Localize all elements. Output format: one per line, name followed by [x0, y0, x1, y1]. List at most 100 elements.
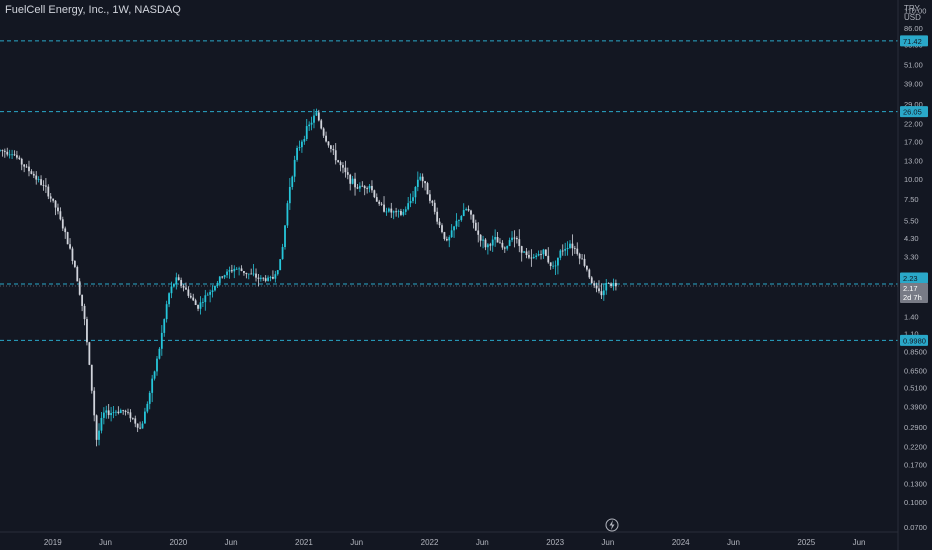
candle	[255, 268, 257, 282]
lightning-icon[interactable]	[605, 518, 619, 532]
candle	[83, 303, 86, 326]
candle	[44, 178, 47, 194]
candle	[605, 279, 608, 295]
x-tick-label: Jun	[853, 538, 866, 547]
candle	[18, 155, 21, 161]
candle	[28, 160, 30, 177]
candle	[131, 417, 134, 421]
candle	[286, 200, 289, 229]
candle	[243, 270, 245, 276]
candle	[424, 180, 426, 191]
candle	[301, 139, 303, 153]
horizontal-lines	[0, 40, 898, 341]
chart-title: FuelCell Energy, Inc., 1W, NASDAQ	[5, 4, 181, 16]
candle	[453, 225, 455, 238]
candle	[332, 145, 335, 156]
currency-unit: USD	[904, 13, 921, 22]
candle	[8, 149, 11, 159]
candle	[339, 160, 342, 172]
x-tick-label: Jun	[601, 538, 614, 547]
candle	[351, 175, 354, 185]
candle	[211, 285, 214, 298]
candle	[573, 245, 576, 254]
candle	[201, 298, 204, 308]
candle	[438, 218, 441, 229]
x-tick-label: Jun	[476, 538, 489, 547]
candle	[245, 272, 248, 279]
candle	[71, 246, 74, 265]
x-tick-label: Jun	[350, 538, 363, 547]
candle	[100, 411, 103, 434]
y-tick-label: 110.00	[904, 7, 926, 16]
candle	[542, 248, 545, 259]
candle	[586, 265, 588, 272]
candle	[235, 267, 238, 270]
candle	[395, 207, 398, 217]
candle	[73, 260, 76, 269]
candle	[274, 270, 277, 283]
candle	[600, 283, 603, 299]
candle	[6, 147, 9, 157]
candle	[525, 247, 528, 259]
candle	[566, 241, 569, 256]
candle	[86, 316, 88, 346]
candle	[537, 250, 540, 257]
y-tick-label: 0.2200	[904, 442, 927, 451]
candle	[57, 203, 59, 215]
candle	[1, 149, 4, 157]
candle	[378, 199, 381, 206]
candle	[288, 178, 291, 210]
candle	[436, 207, 439, 225]
candle	[250, 268, 253, 275]
y-tick-label: 4.30	[904, 234, 919, 243]
candle	[489, 242, 492, 251]
y-tick-label: 0.3900	[904, 402, 927, 411]
candle	[448, 235, 451, 248]
candle	[238, 266, 241, 276]
candle	[484, 238, 487, 251]
candle	[496, 231, 499, 243]
candle	[163, 318, 166, 337]
candle	[93, 387, 96, 422]
candle	[25, 164, 28, 168]
candle	[95, 414, 98, 447]
candle	[380, 202, 383, 206]
candle	[373, 189, 376, 199]
candle	[363, 185, 366, 196]
candle	[561, 244, 564, 256]
candle	[197, 304, 199, 312]
candle	[383, 196, 385, 213]
candle	[578, 252, 581, 265]
candle	[397, 209, 400, 218]
candle	[554, 260, 557, 275]
y-tick-label: 0.0700	[904, 523, 927, 532]
candle	[590, 276, 593, 284]
candle	[303, 135, 306, 145]
candle	[298, 140, 301, 151]
candle	[479, 234, 482, 247]
candle	[11, 149, 13, 160]
x-tick-label: 2025	[797, 538, 815, 547]
candle	[102, 407, 105, 425]
candle	[189, 292, 192, 299]
candle	[344, 160, 347, 178]
candle	[20, 157, 23, 171]
candle	[185, 282, 187, 290]
candle	[117, 406, 120, 415]
candles	[0, 108, 617, 447]
candle	[177, 274, 180, 281]
candle	[426, 181, 429, 195]
candle	[141, 421, 144, 429]
x-tick-label: 2023	[546, 538, 564, 547]
candle	[557, 257, 559, 275]
svg-text:26.05: 26.05	[903, 108, 922, 117]
candle	[552, 261, 554, 270]
candle	[221, 276, 224, 279]
candle	[414, 186, 417, 204]
candle	[3, 148, 6, 158]
candle	[165, 300, 168, 323]
candle	[37, 176, 40, 183]
candle	[276, 269, 279, 276]
